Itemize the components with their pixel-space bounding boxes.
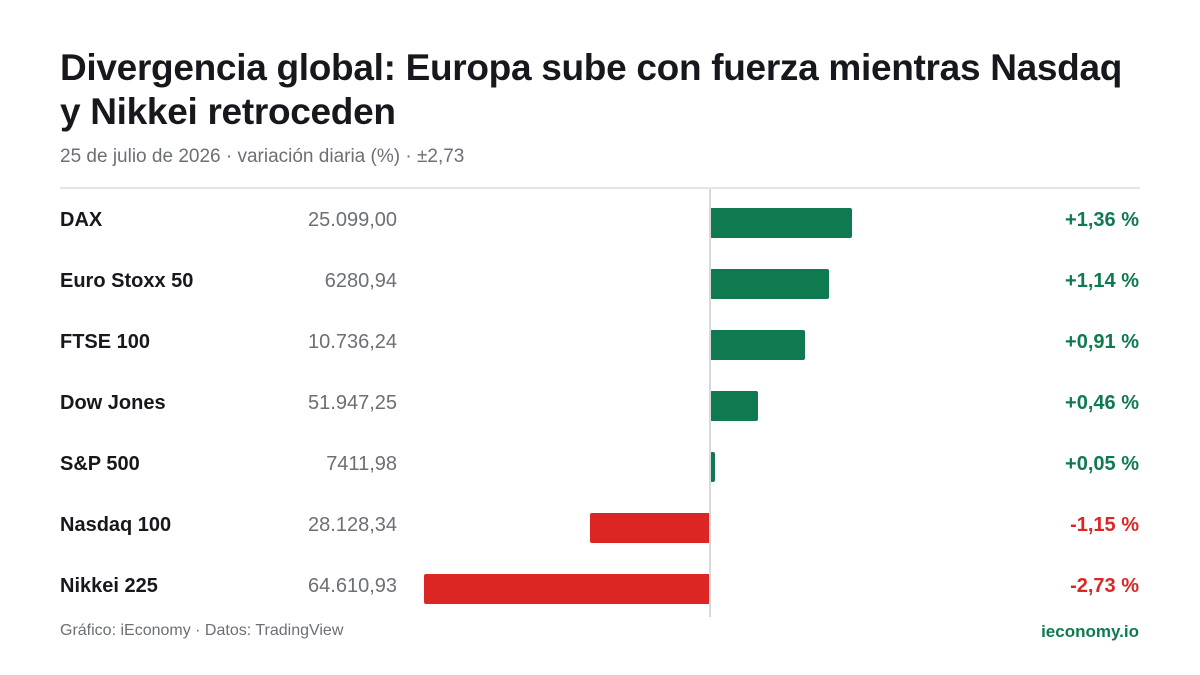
- index-name-label: Nikkei 225: [60, 575, 158, 597]
- bar: [710, 452, 716, 482]
- bar: [710, 269, 830, 299]
- bar-row: Nikkei 225 64.610,93 -2,73 %: [0, 557, 1200, 618]
- bar-row: S&P 500 7411,98 +0,05 %: [0, 435, 1200, 496]
- bar-row: Nasdaq 100 28.128,34 -1,15 %: [0, 496, 1200, 557]
- index-name-label: Dow Jones: [60, 392, 166, 414]
- index-level-value: 51.947,25: [308, 392, 397, 414]
- bar: [710, 208, 853, 238]
- index-level-value: 64.610,93: [308, 575, 397, 597]
- index-level-value: 7411,98: [326, 453, 397, 475]
- change-percent-label: +0,05 %: [1065, 453, 1139, 475]
- brand-link[interactable]: ieconomy.io: [1041, 622, 1139, 641]
- index-name-label: FTSE 100: [60, 331, 151, 353]
- change-percent-label: +0,46 %: [1065, 392, 1139, 414]
- bar-row: Euro Stoxx 50 6280,94 +1,14 %: [0, 252, 1200, 313]
- bar: [424, 574, 710, 604]
- index-name-label: DAX: [60, 209, 103, 231]
- index-name-label: Nasdaq 100: [60, 514, 172, 536]
- index-level-value: 10.736,24: [308, 331, 397, 353]
- index-level-value: 28.128,34: [308, 514, 397, 536]
- index-level-value: 6280,94: [324, 270, 397, 292]
- bar: [710, 330, 806, 360]
- index-name-label: Euro Stoxx 50: [60, 270, 194, 292]
- index-level-value: 25.099,00: [308, 209, 397, 231]
- change-percent-label: -2,73 %: [1070, 575, 1139, 597]
- zero-axis-line: [709, 189, 711, 617]
- change-percent-label: -1,15 %: [1070, 514, 1139, 536]
- bar: [589, 513, 710, 543]
- change-percent-label: +1,14 %: [1065, 270, 1139, 292]
- bar: [710, 391, 759, 421]
- chart-title: Divergencia global: Europa sube con fuer…: [60, 47, 1123, 132]
- source-credit: Gráfico: iEconomy · Datos: TradingView: [60, 622, 344, 639]
- top-divider: [60, 187, 1140, 189]
- bar-row: DAX 25.099,00 +1,36 %: [0, 191, 1200, 252]
- chart-subtitle: 25 de julio de 2026 · variación diaria (…: [60, 146, 465, 167]
- index-name-label: S&P 500: [60, 453, 140, 475]
- bar-row: FTSE 100 10.736,24 +0,91 %: [0, 313, 1200, 374]
- bar-row: Dow Jones 51.947,25 +0,46 %: [0, 374, 1200, 435]
- change-percent-label: +1,36 %: [1065, 209, 1139, 231]
- change-percent-label: +0,91 %: [1065, 331, 1139, 353]
